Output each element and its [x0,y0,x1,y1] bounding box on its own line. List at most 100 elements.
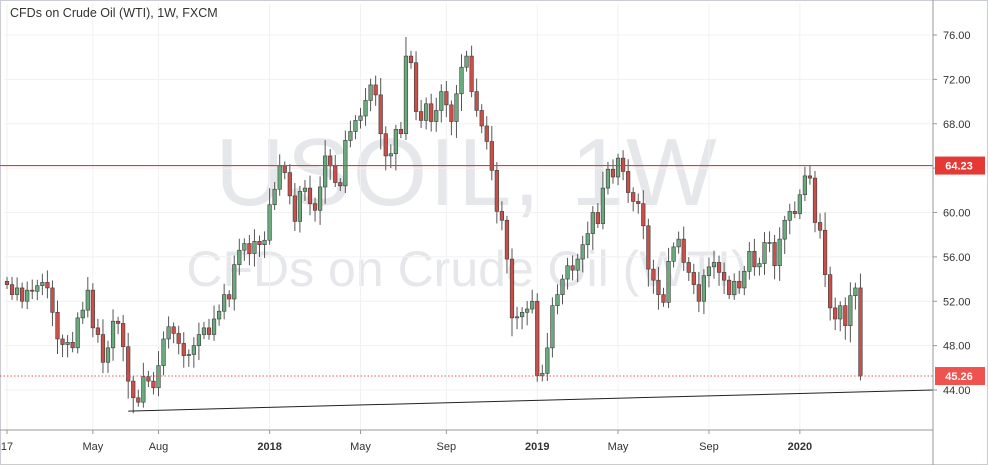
candle-body [302,187,308,192]
candle-body [363,100,368,117]
candle-body [504,219,510,260]
candle-body [843,305,848,326]
candle-body [95,327,100,335]
candle-body [752,251,757,268]
price-tick-label: 56.00 [943,252,971,264]
candle-body [681,238,686,263]
candle-body [757,263,762,268]
candle-body [550,305,555,349]
candle-body [267,204,272,241]
candle-body [444,91,449,106]
candle-body [15,287,20,295]
candle-body [75,317,80,349]
candle-body [55,312,60,340]
candle-body [615,157,621,178]
candle-body [716,262,722,273]
candle-body [393,128,398,155]
candle-body [227,294,232,300]
candle-body [585,233,590,245]
candle-body [110,320,116,349]
candle-body [222,294,227,312]
time-tick-label: 2018 [257,441,281,453]
candle-body [514,316,520,319]
resistance-price-label: 64.23 [945,161,973,173]
candle-body [141,376,146,403]
candle-body [418,111,424,121]
candle-body [474,91,479,111]
candle-body [272,188,277,206]
candle-body [413,62,419,112]
candle-body [595,212,600,224]
price-axis[interactable]: 76.0072.0068.0064.0060.0056.0052.0048.00… [932,0,985,465]
candle-body [575,258,580,271]
candle-body [191,345,196,355]
candle-body [439,91,444,111]
candle-body [555,294,560,306]
candle-body [232,264,237,300]
price-tick-label: 76.00 [943,30,971,42]
candle-body [408,55,414,64]
candle-body [651,268,656,281]
last-price-label: 45.26 [945,371,973,383]
candle-body [277,165,282,190]
candle-body [459,66,464,95]
candle-body [782,219,787,240]
candle-body [853,287,858,297]
candle-body [398,128,404,135]
candle-body [797,194,802,214]
time-tick-label: 2020 [788,441,812,453]
time-tick-label: May [82,441,103,453]
candle-body [20,287,25,302]
candle-body [328,155,333,167]
candle-body [151,380,156,389]
price-tick-label: 44.00 [943,385,971,397]
candle-body [100,334,106,363]
candle-body [671,246,676,262]
candle-body [50,287,55,313]
time-axis[interactable]: 17 May Aug 2018 May Sep 2019 May Sep 2020 [0,429,933,453]
candle-body [469,55,474,92]
candle-body [131,380,136,399]
candle-body [711,262,717,268]
time-tick-label: 17 [1,441,13,453]
chart-title: CFDs on Crude Oil (WTI), 1W, FXCM [10,6,218,20]
candle-body [121,323,126,348]
candle-body [156,365,161,389]
candle-body [136,397,141,403]
candle-body [206,327,212,335]
candle-body [181,343,186,356]
candle-body [353,120,358,132]
candle-body [434,110,439,122]
candle-body [838,305,843,320]
candle-body [822,229,828,275]
candle-body [636,201,641,204]
candle-body [85,289,90,311]
candle-body [338,182,343,187]
candle-body [802,175,807,196]
price-tick-label: 68.00 [943,119,971,131]
candle-body [530,300,535,310]
candle-body [65,341,70,345]
candle-body [499,211,505,221]
candle-body [317,186,323,211]
candle-body [343,140,348,187]
candle-body [565,265,570,280]
candle-body [35,285,40,292]
candle-body [388,153,393,157]
candle-body [489,141,494,171]
candle-body [464,55,469,68]
time-tick-label: 2019 [525,441,549,453]
candle-body [676,238,681,248]
candle-body [257,241,262,245]
candle-body [691,272,696,285]
candle-body [540,373,545,376]
candle-body [646,225,651,270]
candle-body [666,261,671,303]
candles [4,36,863,414]
candle-body [590,212,595,234]
candle-body [40,282,45,287]
candle-body [90,289,95,329]
candle-body [176,333,181,344]
candle-body [378,94,383,135]
